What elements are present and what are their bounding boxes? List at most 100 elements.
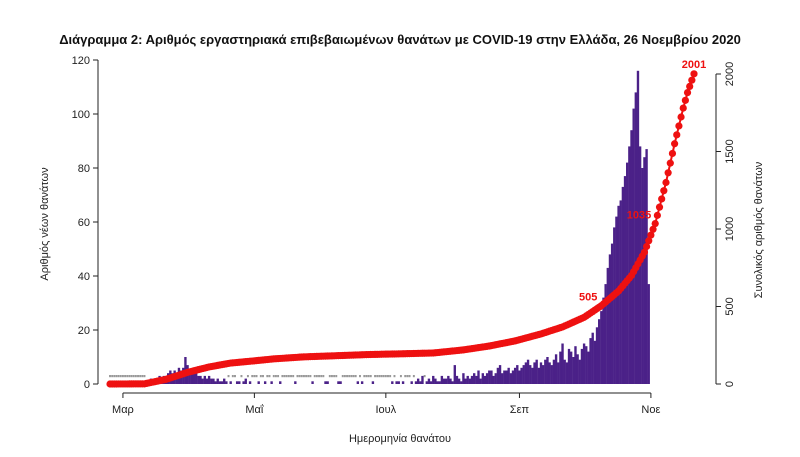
bar bbox=[552, 359, 556, 384]
bar bbox=[630, 130, 633, 384]
bar bbox=[550, 365, 553, 384]
bar bbox=[311, 381, 314, 384]
bar bbox=[636, 70, 640, 385]
bar bbox=[475, 375, 478, 384]
bar bbox=[438, 381, 441, 384]
y-left-tick-label: 100 bbox=[72, 109, 90, 121]
x-tick-label: Νοε bbox=[641, 404, 660, 416]
zero-mark bbox=[412, 375, 415, 378]
bar bbox=[360, 381, 364, 384]
bar bbox=[421, 375, 424, 384]
bar bbox=[524, 362, 528, 384]
bar bbox=[569, 351, 573, 384]
zero-mark bbox=[296, 375, 299, 378]
cumulative-point bbox=[686, 82, 694, 90]
y-left-tick-label: 20 bbox=[78, 325, 90, 337]
bar bbox=[498, 365, 502, 384]
bar bbox=[188, 373, 191, 384]
zero-mark bbox=[365, 375, 368, 378]
bar bbox=[563, 359, 566, 384]
bar bbox=[339, 381, 342, 384]
bar bbox=[511, 370, 515, 384]
zero-mark bbox=[109, 375, 111, 378]
cumulative-point bbox=[688, 76, 696, 84]
bar bbox=[488, 370, 491, 384]
cumulative-point bbox=[677, 113, 685, 121]
bar bbox=[279, 381, 282, 384]
bar bbox=[595, 327, 599, 384]
zero-day-marks bbox=[109, 375, 426, 378]
chart-title: Διάγραμμα 2: Αριθμός εργαστηριακά επιβεβ… bbox=[59, 32, 741, 47]
zero-mark bbox=[119, 375, 122, 378]
bar bbox=[572, 357, 575, 384]
zero-mark bbox=[341, 375, 344, 378]
zero-mark bbox=[320, 375, 323, 378]
bar bbox=[270, 381, 273, 384]
bar bbox=[397, 381, 400, 384]
bar bbox=[326, 381, 329, 384]
zero-mark bbox=[139, 375, 142, 378]
zero-mark bbox=[126, 375, 129, 378]
bar bbox=[466, 375, 469, 384]
zero-mark bbox=[128, 375, 131, 378]
zero-mark bbox=[350, 375, 353, 378]
bar bbox=[578, 359, 581, 384]
cumulative-point bbox=[649, 225, 657, 233]
bar bbox=[604, 284, 607, 384]
zero-mark bbox=[369, 375, 372, 378]
bar bbox=[516, 365, 519, 384]
y-left-tick-label: 120 bbox=[72, 55, 90, 67]
zero-mark bbox=[268, 375, 271, 378]
bar bbox=[324, 381, 327, 384]
zero-mark bbox=[130, 375, 133, 378]
bar bbox=[526, 359, 530, 384]
bar bbox=[483, 375, 487, 384]
bar bbox=[419, 381, 422, 384]
cumulative-deaths-series: 505 1035 2001 bbox=[106, 59, 706, 388]
cumulative-label: 505 bbox=[579, 292, 597, 304]
bar bbox=[225, 381, 228, 384]
zero-mark bbox=[143, 375, 146, 378]
cumulative-point bbox=[642, 242, 651, 251]
zero-mark bbox=[266, 375, 269, 378]
bar bbox=[492, 375, 495, 384]
bar bbox=[477, 370, 480, 384]
zero-mark bbox=[346, 375, 349, 378]
zero-mark bbox=[399, 375, 402, 378]
bar bbox=[513, 367, 517, 384]
bar bbox=[210, 378, 213, 384]
bar bbox=[643, 157, 646, 384]
y-left-tick-label: 40 bbox=[78, 271, 90, 283]
bar bbox=[610, 243, 614, 384]
zero-mark bbox=[246, 375, 249, 378]
zero-mark bbox=[354, 375, 357, 378]
zero-mark bbox=[374, 375, 377, 378]
bar bbox=[546, 357, 549, 384]
cumulative-point bbox=[666, 159, 674, 167]
bar bbox=[591, 332, 594, 384]
zero-mark bbox=[318, 375, 320, 378]
cumulative-point bbox=[679, 104, 687, 112]
bar bbox=[509, 373, 513, 384]
bar bbox=[518, 370, 521, 384]
zero-mark bbox=[393, 375, 396, 378]
bar bbox=[201, 378, 204, 384]
zero-mark bbox=[363, 375, 366, 378]
zero-mark bbox=[408, 375, 411, 378]
zero-mark bbox=[255, 375, 258, 378]
bar bbox=[429, 381, 433, 384]
zero-mark bbox=[253, 375, 256, 378]
bar bbox=[541, 365, 545, 384]
bar bbox=[263, 381, 267, 384]
bar bbox=[451, 381, 454, 384]
zero-mark bbox=[335, 375, 338, 378]
bar bbox=[294, 381, 297, 384]
cumulative-point bbox=[640, 248, 649, 256]
bar bbox=[470, 375, 474, 384]
y-right-tick-label: 1500 bbox=[724, 139, 736, 163]
zero-mark bbox=[274, 375, 277, 378]
zero-mark bbox=[330, 375, 333, 378]
zero-mark bbox=[285, 375, 288, 378]
bar bbox=[593, 340, 597, 384]
y-right-tick-label: 0 bbox=[724, 381, 736, 387]
